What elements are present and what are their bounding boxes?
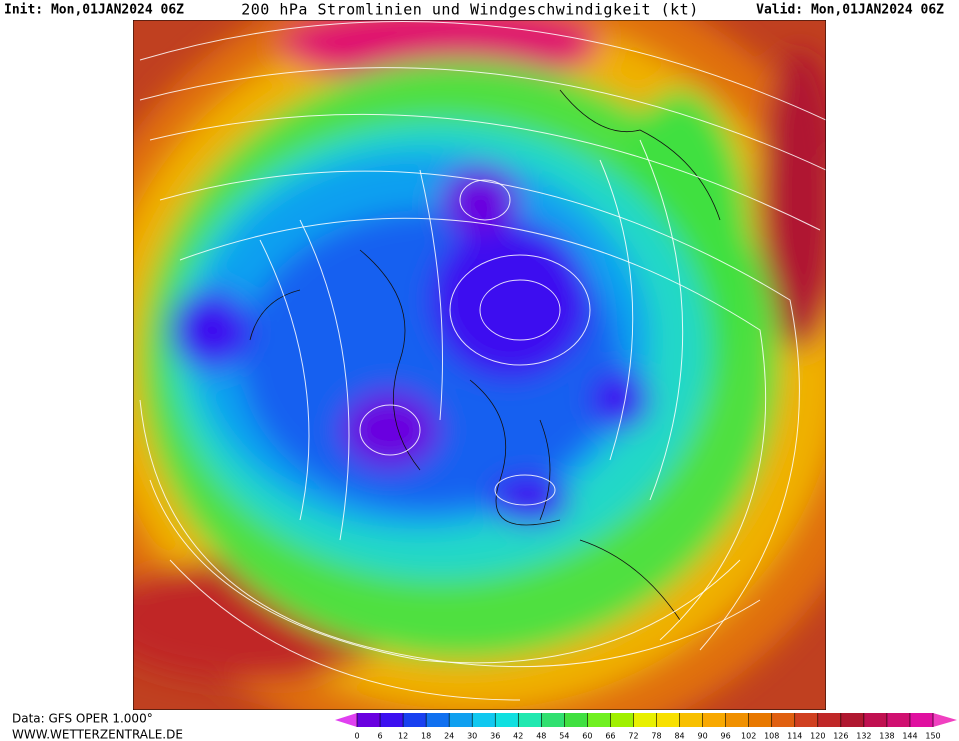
colorbar-swatch xyxy=(357,713,381,727)
colorbar-tick-label: 36 xyxy=(490,732,500,741)
colorbar-swatch xyxy=(403,713,427,727)
init-time: Init: Mon,01JAN2024 06Z xyxy=(4,3,184,18)
colorbar-swatch xyxy=(426,713,450,727)
colorbar-swatch xyxy=(909,713,934,727)
colorbar-tick-label: 0 xyxy=(354,732,359,741)
colorbar-swatch xyxy=(380,713,404,727)
colorbar-tick-label: 102 xyxy=(741,732,756,741)
colorbar-swatch xyxy=(518,713,542,727)
colorbar-tick-label: 150 xyxy=(925,732,940,741)
colorbar-tick-label: 120 xyxy=(810,732,825,741)
colorbar-tick-label: 30 xyxy=(467,732,477,741)
colorbar-tick-label: 96 xyxy=(721,732,731,741)
colorbar-tick-label: 144 xyxy=(902,732,917,741)
colorbar-tick-label: 78 xyxy=(651,732,661,741)
colorbar-low-arrow xyxy=(335,713,357,727)
colorbar-tick-label: 42 xyxy=(513,732,523,741)
map-title: 200 hPa Stromlinien und Windgeschwindigk… xyxy=(241,1,698,19)
colorbar-tick-label: 54 xyxy=(559,732,569,741)
colorbar-swatch xyxy=(587,713,611,727)
colorbar-tick-label: 132 xyxy=(856,732,871,741)
valid-time: Valid: Mon,01JAN2024 06Z xyxy=(756,3,944,18)
colorbar-high-arrow xyxy=(933,713,957,727)
colorbar-tick-label: 18 xyxy=(421,732,431,741)
colorbar-swatch xyxy=(748,713,773,727)
wind-map xyxy=(133,20,826,710)
colorbar-tick-label: 6 xyxy=(377,732,382,741)
colorbar-swatch xyxy=(472,713,496,727)
streamlines xyxy=(139,21,826,701)
colorbar-swatch xyxy=(886,713,911,727)
colorbar-swatch xyxy=(564,713,588,727)
colorbar-tick-label: 48 xyxy=(536,732,546,741)
colorbar-tick-label: 84 xyxy=(674,732,684,741)
colorbar-tick-label: 12 xyxy=(398,732,408,741)
data-source: Data: GFS OPER 1.000° xyxy=(12,712,153,726)
colorbar-tick-label: 24 xyxy=(444,732,454,741)
colorbar-swatch xyxy=(794,713,819,727)
colorbar-tick-label: 108 xyxy=(764,732,779,741)
colorbar-tick-label: 60 xyxy=(582,732,592,741)
colorbar-swatch xyxy=(863,713,888,727)
colorbar-swatch xyxy=(771,713,796,727)
colorbar-swatch xyxy=(633,713,658,727)
colorbar-swatch xyxy=(725,713,750,727)
colorbar-swatch xyxy=(449,713,473,727)
colorbar-tick-label: 72 xyxy=(628,732,638,741)
colorbar-swatch xyxy=(656,713,681,727)
colorbar-tick-label: 66 xyxy=(605,732,615,741)
colorbar-swatch xyxy=(610,713,634,727)
colorbar-tick-label: 126 xyxy=(833,732,848,741)
colorbar-swatch xyxy=(840,713,865,727)
colorbar-tick-label: 138 xyxy=(879,732,894,741)
website: WWW.WETTERZENTRALE.DE xyxy=(12,728,183,741)
colorbar-swatch xyxy=(541,713,565,727)
colorbar: 0 6 12 18 24 30 36 42 48 54 60 66 72 78 84 90 96 102 108 11… xyxy=(335,713,957,741)
colorbar-swatch xyxy=(702,713,727,727)
colorbar-swatch xyxy=(495,713,519,727)
colorbar-swatch xyxy=(817,713,842,727)
colorbar-swatch xyxy=(679,713,704,727)
colorbar-tick-label: 114 xyxy=(787,732,802,741)
colorbar-tick-label: 90 xyxy=(698,732,708,741)
